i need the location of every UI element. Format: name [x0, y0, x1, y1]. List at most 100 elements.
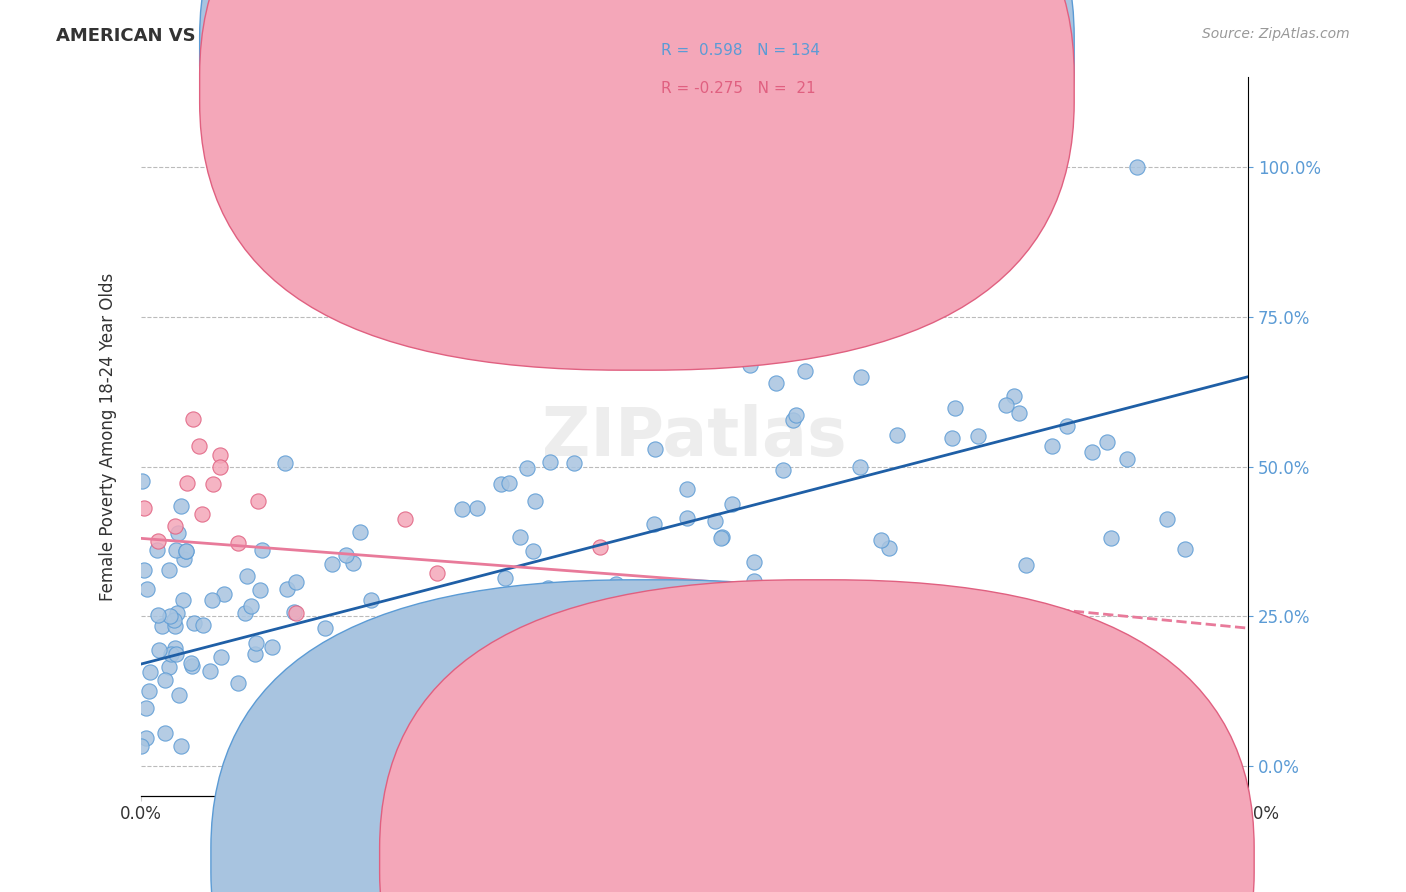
- Point: [457, 612, 479, 626]
- Point: [449, 600, 471, 615]
- Point: [209, 448, 232, 462]
- Point: [165, 647, 187, 661]
- Point: [360, 593, 382, 607]
- Point: [218, 794, 240, 808]
- Point: [228, 535, 250, 549]
- Point: [941, 431, 963, 445]
- Point: [849, 459, 872, 474]
- Point: [1081, 445, 1104, 459]
- Point: [226, 676, 249, 690]
- Point: [235, 606, 257, 620]
- Point: [498, 475, 520, 490]
- Point: [180, 656, 202, 670]
- Point: [643, 516, 665, 531]
- Point: [849, 160, 872, 174]
- Point: [136, 582, 159, 596]
- Point: [283, 605, 305, 619]
- Point: [676, 482, 699, 496]
- Point: [153, 673, 176, 688]
- Point: [742, 574, 765, 589]
- Point: [165, 619, 187, 633]
- Point: [765, 376, 787, 391]
- Point: [451, 502, 474, 516]
- Point: [202, 477, 225, 491]
- Point: [782, 413, 804, 427]
- Point: [284, 575, 307, 590]
- Point: [131, 474, 153, 488]
- Point: [550, 630, 572, 644]
- Point: [173, 552, 195, 566]
- Point: [160, 647, 183, 661]
- Y-axis label: Female Poverty Among 18-24 Year Olds: Female Poverty Among 18-24 Year Olds: [100, 272, 117, 600]
- Point: [644, 442, 666, 457]
- Point: [995, 398, 1018, 412]
- Point: [742, 555, 765, 569]
- Point: [284, 606, 307, 620]
- Point: [132, 563, 155, 577]
- Point: [373, 640, 395, 655]
- Point: [1040, 439, 1063, 453]
- Point: [1008, 406, 1031, 420]
- Text: R = -0.275   N =  21: R = -0.275 N = 21: [661, 81, 815, 95]
- Point: [176, 476, 198, 491]
- Point: [170, 499, 193, 513]
- Point: [150, 619, 173, 633]
- Point: [240, 599, 263, 613]
- Point: [1014, 558, 1036, 572]
- Point: [494, 571, 516, 585]
- Point: [155, 726, 177, 740]
- Point: [335, 548, 357, 562]
- Point: [198, 664, 221, 678]
- Point: [889, 663, 911, 677]
- Point: [163, 519, 186, 533]
- Point: [960, 160, 983, 174]
- Point: [562, 456, 585, 470]
- Point: [366, 667, 388, 681]
- Point: [676, 510, 699, 524]
- Point: [509, 530, 531, 544]
- Point: [772, 463, 794, 477]
- Point: [276, 582, 298, 597]
- Point: [311, 664, 333, 678]
- Point: [328, 689, 350, 703]
- Point: [804, 591, 827, 605]
- Point: [157, 563, 180, 577]
- Point: [167, 526, 190, 541]
- Point: [250, 542, 273, 557]
- Point: [176, 854, 198, 868]
- Point: [1015, 160, 1038, 174]
- Point: [157, 660, 180, 674]
- Point: [886, 428, 908, 442]
- Point: [785, 408, 807, 422]
- Point: [464, 681, 486, 695]
- Point: [342, 556, 364, 570]
- Point: [408, 637, 430, 651]
- Point: [516, 460, 538, 475]
- Point: [322, 656, 344, 670]
- Point: [467, 501, 489, 516]
- Point: [943, 401, 966, 415]
- Point: [201, 593, 224, 607]
- Point: [314, 621, 336, 635]
- Point: [212, 587, 235, 601]
- Point: [553, 622, 575, 636]
- Point: [174, 543, 197, 558]
- Point: [135, 731, 157, 745]
- Point: [134, 501, 156, 516]
- Point: [1099, 531, 1122, 545]
- Point: [1056, 418, 1078, 433]
- Point: [208, 459, 231, 474]
- Point: [191, 618, 214, 632]
- Point: [1116, 452, 1139, 467]
- Point: [581, 657, 603, 672]
- Point: [148, 642, 170, 657]
- Point: [364, 672, 387, 686]
- Point: [967, 429, 990, 443]
- Point: [249, 582, 271, 597]
- Point: [837, 659, 859, 673]
- Point: [721, 496, 744, 510]
- Text: Americans: Americans: [672, 853, 754, 867]
- Point: [169, 739, 191, 753]
- Point: [146, 543, 169, 558]
- Point: [163, 613, 186, 627]
